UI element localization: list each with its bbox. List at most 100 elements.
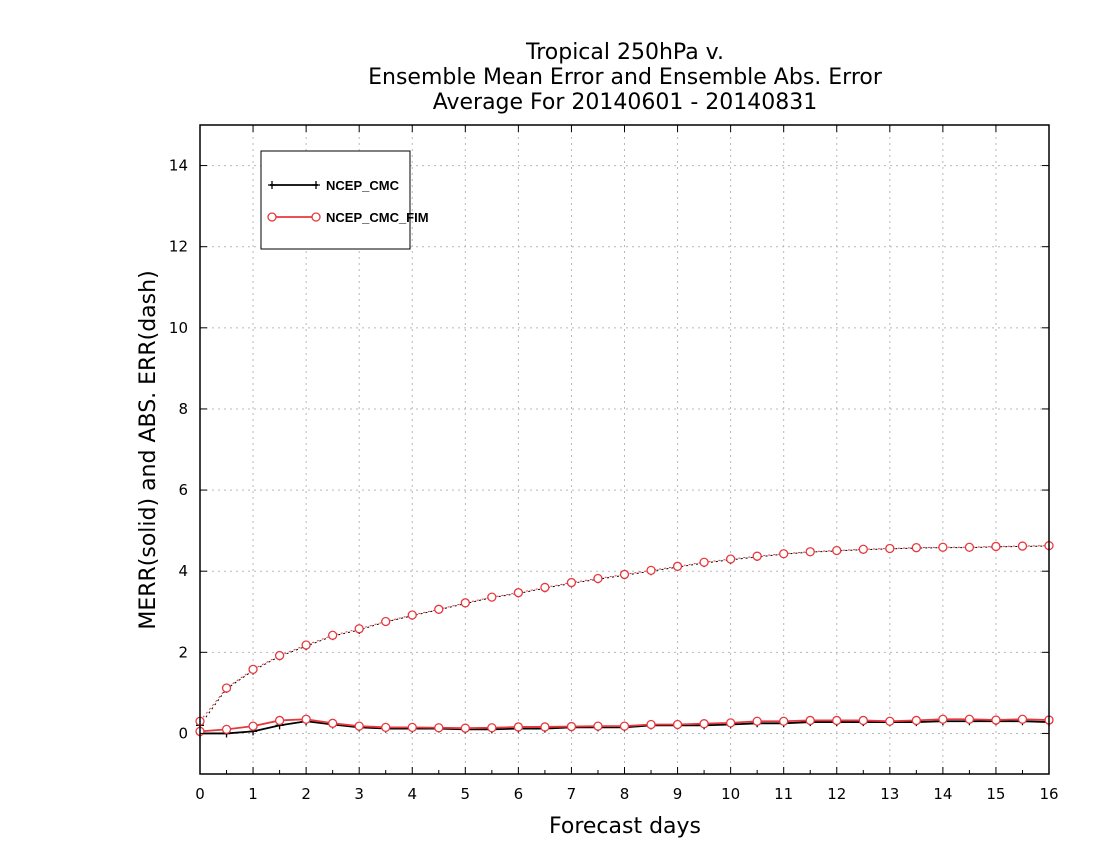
mean-error-point (274, 715, 285, 726)
y-tick-label: 6 (178, 481, 188, 499)
abs-error-point (274, 650, 285, 661)
y-tick-label: 12 (169, 238, 188, 256)
mean-error-point (805, 715, 815, 726)
x-tick-label: 9 (673, 785, 683, 803)
x-tick-label: 12 (827, 785, 846, 803)
series-NCEP_CMC_FIM (195, 540, 1054, 737)
x-tick-label: 14 (933, 785, 952, 803)
mean-error-point (858, 715, 868, 726)
mean-error-point (699, 719, 709, 729)
abs-error-point (1017, 541, 1028, 551)
abs-error-point (805, 547, 815, 557)
legend-marker-right (312, 181, 320, 189)
abs-error-point (487, 592, 497, 602)
y-tick-label: 4 (178, 562, 188, 580)
x-tick-label: 3 (354, 785, 364, 803)
mean-error-point (779, 716, 789, 726)
abs-error-point (301, 640, 311, 650)
mean-error-point (593, 721, 603, 731)
abs-error-point (938, 542, 948, 552)
mean-error-point (725, 718, 736, 728)
mean-error-point (619, 721, 630, 731)
mean-error-point (434, 723, 444, 733)
mean-error-point (938, 714, 948, 724)
mean-error-point (991, 715, 1001, 725)
mean-error-point (566, 721, 577, 732)
legend-marker-left (267, 212, 277, 222)
chart-title: Tropical 250hPa v. Ensemble Mean Error a… (368, 40, 883, 115)
mean-error-point (328, 718, 338, 728)
x-tick-label: 7 (567, 785, 577, 803)
abs-error-point (619, 569, 630, 580)
x-tick-label: 10 (721, 785, 740, 803)
abs-error-point (593, 573, 603, 584)
mean-error-point (911, 715, 921, 726)
abs-error-point (460, 598, 470, 608)
x-tick-label: 15 (986, 785, 1005, 803)
grid (200, 125, 1049, 774)
legend-label: NCEP_CMC_FIM (326, 210, 429, 225)
series-layer (195, 540, 1054, 738)
abs-error-point (434, 604, 444, 614)
abs-error-point (858, 544, 868, 554)
abs-error-point (779, 549, 789, 559)
abs-error-point (354, 624, 364, 634)
mean-error-point (407, 722, 417, 733)
y-tick-label: 8 (178, 400, 188, 418)
mean-error-point (832, 715, 842, 726)
legend: NCEP_CMC NCEP_CMC_FIM (260, 150, 429, 250)
abs-error-point (328, 630, 338, 640)
mean-error-point (487, 723, 497, 733)
x-tick-label: 6 (514, 785, 524, 803)
legend-marker-left (268, 181, 276, 189)
mean-error-point (513, 722, 524, 732)
y-tick-label: 2 (178, 643, 188, 661)
x-tick-label: 8 (620, 785, 630, 803)
x-tick-label: 16 (1039, 785, 1058, 803)
abs-error-point (752, 551, 762, 561)
y-tick-label: 10 (169, 319, 188, 337)
mean-error-point (964, 714, 975, 724)
x-tick-label: 11 (774, 785, 793, 803)
abs-error-point (646, 565, 656, 576)
abs-error-point (381, 616, 391, 627)
abs-error-point (885, 543, 895, 554)
x-tick-label: 2 (301, 785, 311, 803)
abs-error-point (672, 561, 683, 571)
title-line-2: Ensemble Mean Error and Ensemble Abs. Er… (368, 65, 883, 90)
mean-error-point (672, 719, 683, 730)
x-tick-label: 1 (248, 785, 258, 803)
legend-label: NCEP_CMC (326, 178, 400, 193)
abs-error-point (221, 683, 232, 693)
abs-error-point (832, 545, 842, 556)
abs-error-point (566, 577, 577, 588)
abs-error-point (513, 588, 524, 598)
x-tick-label: 4 (407, 785, 417, 803)
y-axis-label: MERR(solid) and ABS. ERR(dash) (136, 270, 161, 629)
mean-error-point (885, 716, 895, 726)
x-tick-label: 13 (880, 785, 899, 803)
abs-error-point (911, 543, 921, 553)
legend-marker-right (311, 212, 321, 222)
y-tick-label: 14 (169, 157, 188, 175)
title-line-3: Average For 20140601 - 20140831 (433, 90, 818, 115)
mean-error-point (381, 722, 391, 733)
abs-error-point (964, 542, 975, 552)
mean-error-point (460, 723, 470, 733)
y-tick-label: 0 (178, 724, 188, 742)
mean-error-point (752, 716, 762, 726)
mean-error-point (221, 724, 232, 735)
abs-error-point (991, 541, 1001, 552)
mean-error-point (1017, 714, 1028, 724)
abs-error-point (248, 664, 258, 674)
mean-error-point (301, 714, 311, 724)
x-tick-label: 5 (461, 785, 471, 803)
abs-error-point (699, 557, 709, 567)
title-line-1: Tropical 250hPa v. (525, 40, 724, 65)
mean-error-point (540, 722, 550, 732)
x-tick-label: 0 (195, 785, 205, 803)
mean-error-point (354, 721, 364, 731)
abs-error-point (540, 582, 550, 593)
